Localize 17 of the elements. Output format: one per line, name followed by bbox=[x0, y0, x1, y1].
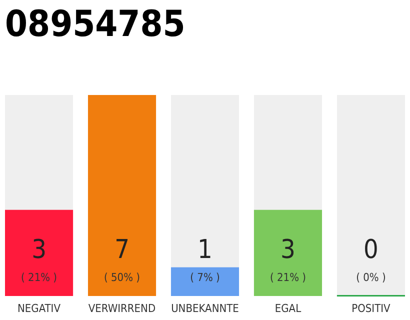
data-label: 3 bbox=[32, 235, 46, 265]
x-tick-label: EGAL bbox=[274, 302, 302, 315]
annotation: ( 7% ) bbox=[190, 271, 220, 284]
data-label: 7 bbox=[114, 235, 130, 265]
x-tick-label: POSITIV bbox=[352, 302, 391, 315]
x-tick-label: VERWIRREND bbox=[88, 302, 156, 315]
annotation: ( 0% ) bbox=[356, 271, 386, 284]
data-label: 1 bbox=[198, 235, 212, 265]
annotation: ( 21% ) bbox=[21, 271, 58, 284]
x-tick-label: NEGATIV bbox=[18, 302, 61, 315]
bar bbox=[170, 267, 240, 296]
annotation: ( 50% ) bbox=[104, 271, 140, 284]
data-label: 0 bbox=[364, 235, 378, 265]
annotation: ( 21% ) bbox=[270, 271, 306, 284]
x-tick-label: UNBEKANNTE bbox=[171, 302, 239, 315]
data-label: 3 bbox=[280, 235, 296, 265]
chart-title: 08954785 bbox=[5, 4, 186, 45]
